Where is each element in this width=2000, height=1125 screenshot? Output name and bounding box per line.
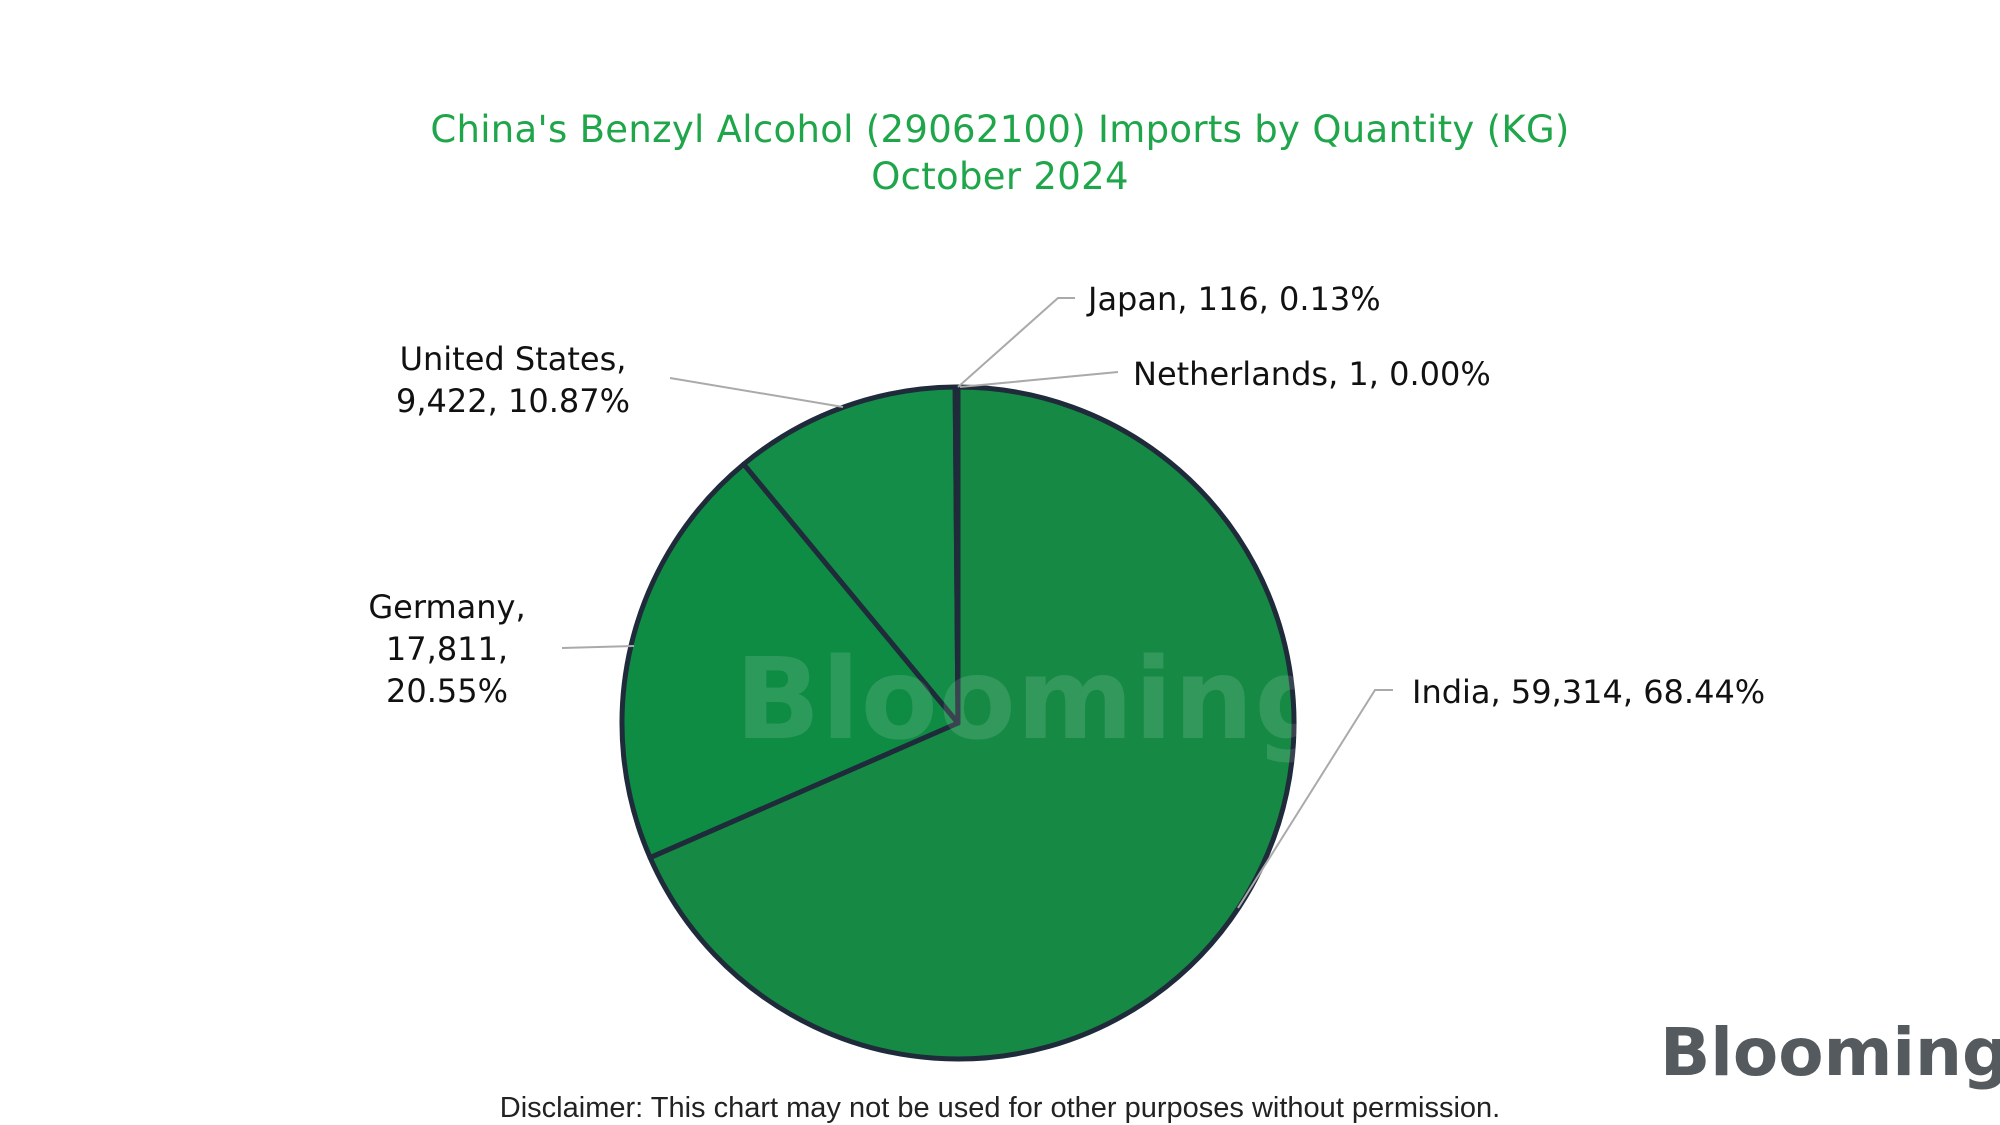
label-united-states-line2: 9,422, 10.87% — [396, 382, 630, 420]
label-japan: Japan, 116, 0.13% — [1086, 280, 1381, 318]
brand-logo: Blooming — [1660, 1014, 2000, 1091]
chart-subtitle: October 2024 — [871, 155, 1129, 198]
leader-line-united-states — [669, 377, 844, 408]
label-germany-line1: Germany, — [368, 588, 525, 626]
label-germany-line3: 20.55% — [386, 672, 508, 710]
disclaimer-text: Disclaimer: This chart may not be used f… — [499, 1092, 1501, 1124]
leader-lines — [561, 297, 1393, 909]
leader-line-japan — [957, 297, 1075, 388]
label-netherlands: Netherlands, 1, 0.00% — [1133, 355, 1491, 393]
chart-title: China's Benzyl Alcohol (29062100) Import… — [430, 108, 1570, 151]
leader-line-germany — [561, 645, 635, 649]
leader-line-india — [1237, 689, 1393, 909]
slice-labels: Japan, 116, 0.13% Netherlands, 1, 0.00% … — [368, 280, 1765, 711]
label-germany-line2: 17,811, — [386, 630, 508, 668]
watermark: Blooming — [735, 635, 1336, 765]
leader-line-netherlands — [959, 371, 1119, 388]
label-india: India, 59,314, 68.44% — [1412, 673, 1765, 711]
label-united-states-line1: United States, — [400, 340, 627, 378]
